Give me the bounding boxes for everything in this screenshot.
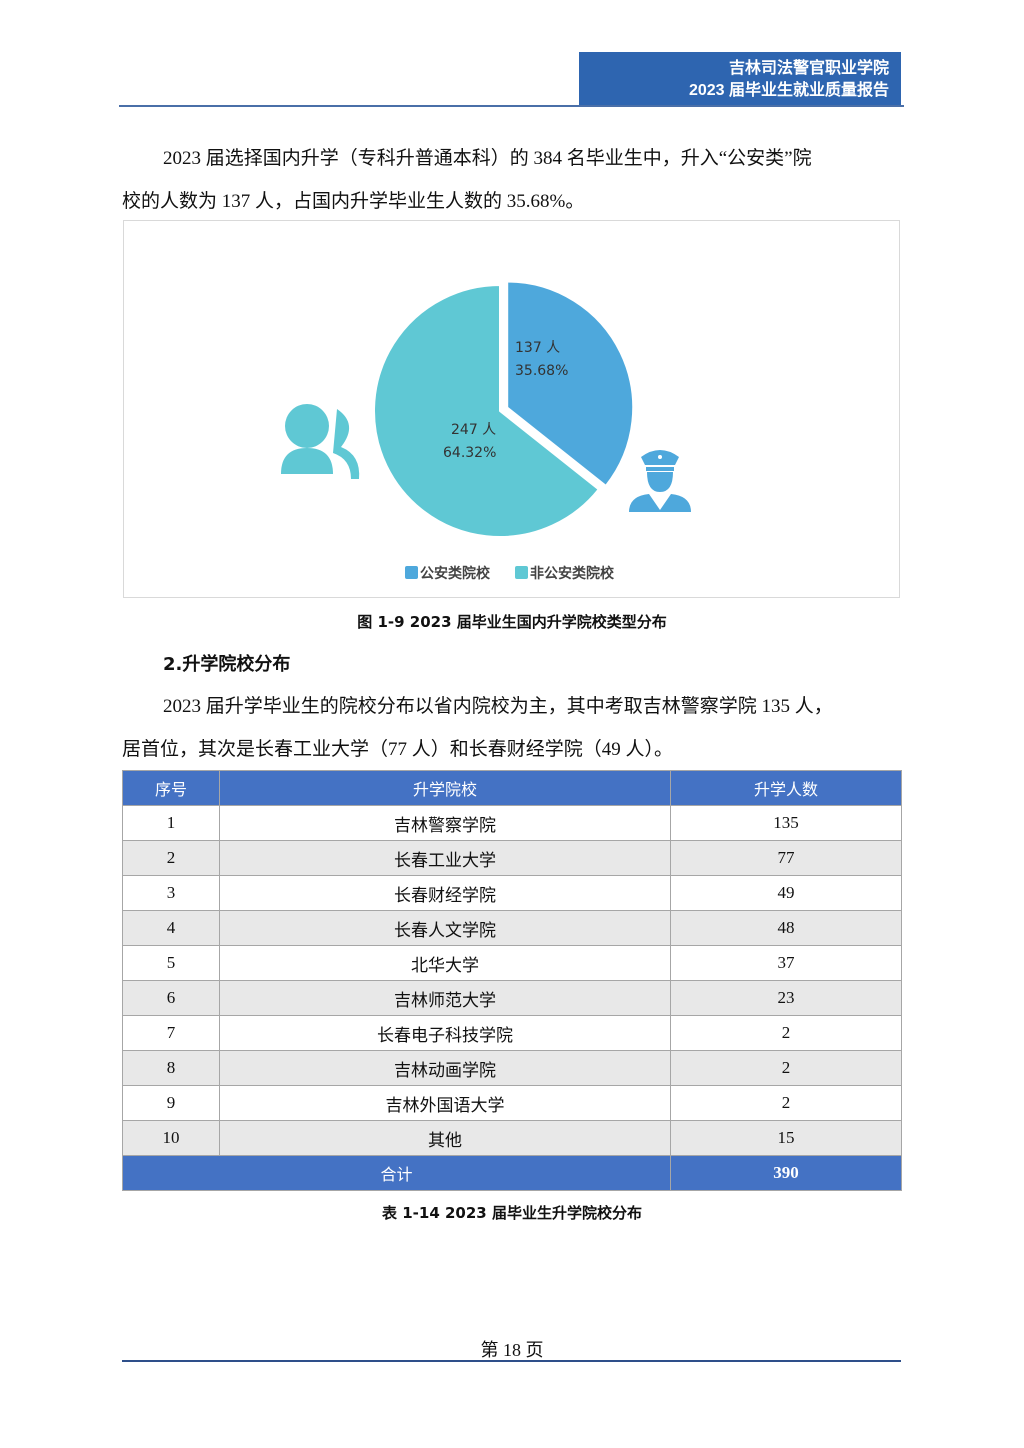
cell-count: 23	[670, 980, 902, 1016]
cell-school: 长春电子科技学院	[219, 1015, 671, 1051]
pie-chart-frame: 137 人 35.68% 247 人 64.32% 公安类院校 非公安类院校	[123, 220, 900, 598]
paragraph-2-line-1: 2023 届升学毕业生的院校分布以省内院校为主，其中考取吉林警察学院 135 人…	[163, 696, 833, 717]
legend-swatch-1	[515, 566, 528, 579]
cell-school: 长春财经学院	[219, 875, 671, 911]
cell-school: 吉林师范大学	[219, 980, 671, 1016]
table-row: 9 吉林外国语大学 2	[122, 1085, 902, 1121]
table-row: 2 长春工业大学 77	[122, 840, 902, 876]
slice-label-value-0: 137 人	[515, 340, 560, 356]
cell-index: 7	[122, 1015, 220, 1051]
cell-count: 2	[670, 1015, 902, 1051]
footer-divider	[122, 1360, 901, 1362]
cell-index: 5	[122, 945, 220, 981]
table-caption: 表 1-14 2023 届毕业生升学院校分布	[382, 1204, 642, 1222]
cell-school: 北华大学	[219, 945, 671, 981]
pie-slice-1	[373, 284, 600, 538]
cell-school: 吉林动画学院	[219, 1050, 671, 1086]
header-school: 吉林司法警官职业学院	[728, 60, 889, 77]
paragraph-1-line-1: 2023 届选择国内升学（专科升普通本科）的 384 名毕业生中，升入“公安类”…	[163, 148, 812, 169]
cell-count: 37	[670, 945, 902, 981]
total-row: 合计 390	[122, 1155, 902, 1191]
table-row: 5 北华大学 37	[122, 945, 902, 981]
table-row: 10 其他 15	[122, 1120, 902, 1156]
cell-index: 8	[122, 1050, 220, 1086]
report-header: 吉林司法警官职业学院 2023 届毕业生就业质量报告	[579, 52, 901, 106]
total-label: 合计	[122, 1155, 671, 1191]
cell-count: 2	[670, 1050, 902, 1086]
legend-swatch-0	[405, 566, 418, 579]
page-number: 第 18 页	[480, 1340, 544, 1360]
figure-caption: 图 1-9 2023 届毕业生国内升学院校类型分布	[357, 613, 667, 631]
pie-slice-0	[506, 280, 635, 487]
col-header-index: 序号	[122, 770, 220, 806]
cell-index: 4	[122, 910, 220, 946]
cell-school: 吉林警察学院	[219, 805, 671, 841]
cell-school: 其他	[219, 1120, 671, 1156]
paragraph-1: 2023 届选择国内升学（专科升普通本科）的 384 名毕业生中，升入“公安类”…	[122, 137, 902, 223]
slice-label-value-1: 247 人	[451, 422, 496, 438]
legend-label-1: 非公安类院校	[530, 565, 615, 582]
total-value: 390	[670, 1155, 902, 1191]
paragraph-1-line-2: 校的人数为 137 人，占国内升学毕业生人数的 35.68%。	[122, 191, 585, 212]
header-divider	[119, 105, 904, 107]
table-row: 6 吉林师范大学 23	[122, 980, 902, 1016]
cell-school: 吉林外国语大学	[219, 1085, 671, 1121]
table-row: 4 长春人文学院 48	[122, 910, 902, 946]
cell-count: 135	[670, 805, 902, 841]
police-officer-icon	[629, 450, 691, 512]
cell-index: 1	[122, 805, 220, 841]
cell-count: 2	[670, 1085, 902, 1121]
people-icon	[281, 404, 360, 479]
cell-count: 49	[670, 875, 902, 911]
col-header-count: 升学人数	[670, 770, 902, 806]
table-row: 1 吉林警察学院 135	[122, 805, 902, 841]
cell-school: 长春人文学院	[219, 910, 671, 946]
table-row: 7 长春电子科技学院 2	[122, 1015, 902, 1051]
cell-count: 77	[670, 840, 902, 876]
cell-index: 2	[122, 840, 220, 876]
cell-count: 48	[670, 910, 902, 946]
legend-label-0: 公安类院校	[420, 565, 491, 582]
slice-label-percent-1: 64.32%	[443, 445, 496, 461]
school-distribution-table: 序号 升学院校 升学人数 1 吉林警察学院 135 2 长春工业大学 77 3 长春财经学院 4…	[122, 770, 902, 1191]
paragraph-2: 2023 届升学毕业生的院校分布以省内院校为主，其中考取吉林警察学院 135 人…	[122, 685, 902, 771]
slice-label-percent-0: 35.68%	[515, 363, 568, 379]
cell-index: 3	[122, 875, 220, 911]
table-row: 8 吉林动画学院 2	[122, 1050, 902, 1086]
cell-index: 9	[122, 1085, 220, 1121]
cell-school: 长春工业大学	[219, 840, 671, 876]
cell-index: 6	[122, 980, 220, 1016]
table-row: 3 长春财经学院 49	[122, 875, 902, 911]
header-report-title: 2023 届毕业生就业质量报告	[688, 82, 889, 99]
cell-index: 10	[122, 1120, 220, 1156]
section-title: 2.升学院校分布	[163, 654, 291, 675]
cell-count: 15	[670, 1120, 902, 1156]
col-header-school: 升学院校	[219, 770, 671, 806]
pie-chart: 137 人 35.68% 247 人 64.32% 公安类院校 非公安类院校	[281, 280, 691, 582]
paragraph-2-line-2: 居首位，其次是长春工业大学（77 人）和长春财经学院（49 人）。	[122, 739, 674, 760]
